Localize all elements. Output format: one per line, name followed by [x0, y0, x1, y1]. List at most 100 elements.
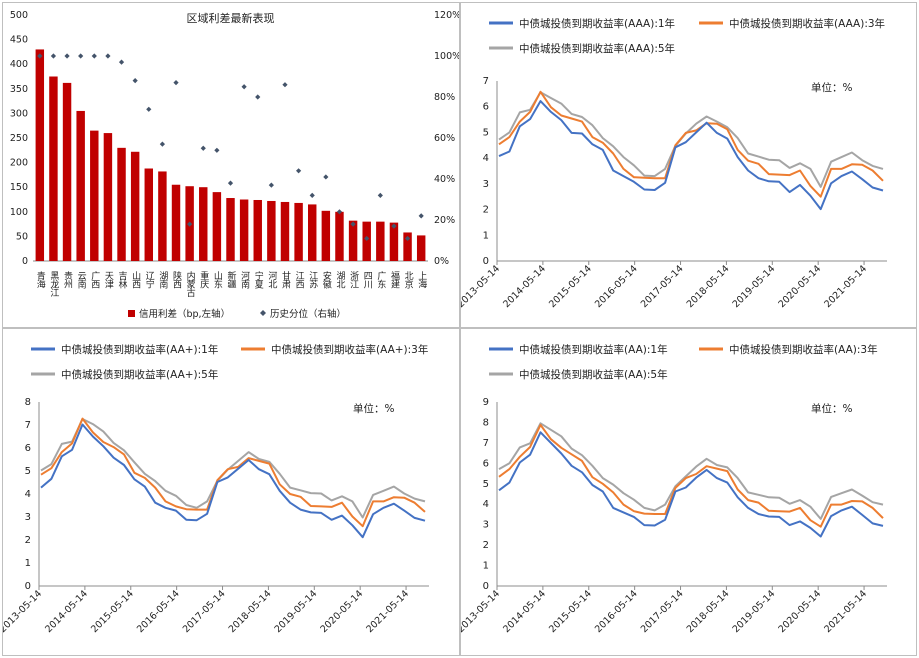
x-tick-label: 2016-05-14: [593, 588, 640, 635]
legend-label: 中债城投债到期收益率(AAA):3年: [729, 17, 885, 30]
x-tick-label: 2021-05-14: [364, 588, 411, 635]
bar: [335, 211, 344, 261]
legend-label: 中债城投债到期收益率(AAA):5年: [519, 42, 675, 55]
percentile-marker: [255, 94, 261, 100]
aaa-yield-panel: 中债城投债到期收益率(AAA):1年 中债城投债到期收益率(AAA):3年 中债城投…: [460, 2, 917, 328]
percentile-marker: [214, 147, 220, 153]
bar: [321, 210, 331, 261]
y-tick-label: 5: [483, 127, 489, 138]
bar-chart-panel: 区域利差最新表现 0 50 100 150 200 250 300 350 400 450 500 0%…: [2, 2, 460, 328]
percentile-marker: [227, 180, 234, 186]
series-line-1年: [498, 431, 884, 538]
x-tick-label: 2020-05-14: [776, 588, 823, 635]
x-category-label: 广东: [375, 270, 386, 289]
series-line-3年: [498, 90, 884, 198]
series-line-5年: [40, 418, 426, 519]
x-category-label: 河南: [239, 270, 250, 289]
y-tick-label: 0: [483, 256, 489, 267]
percentile-marker: [241, 84, 247, 90]
y-tick-label: 4: [483, 499, 489, 510]
x-category-label: 上海: [416, 271, 427, 290]
x-tick-label: 2019-05-14: [731, 588, 778, 635]
y-tick-label: 350: [10, 84, 28, 95]
y-tick-label: 100: [10, 207, 28, 218]
x-category-label: 河北: [266, 270, 277, 290]
x-category-label: 北京: [403, 271, 414, 290]
bar: [199, 187, 208, 261]
x-category-label: 宁夏: [253, 270, 264, 289]
x-tick-label: 2015-05-14: [89, 588, 136, 635]
x-category-label: 甘肃: [280, 270, 291, 290]
percentile-marker: [105, 53, 111, 59]
regional-spread-chart: 区域利差最新表现 0 50 100 150 200 250 300 350 400 450 500 0%…: [10, 10, 459, 320]
x-category-label: 天津: [103, 271, 114, 289]
legend-bar-label: 信用利差（bp,左轴）: [139, 308, 230, 320]
x-tick-label: 2017-05-14: [639, 263, 686, 310]
y-tick-label: 2: [483, 540, 489, 551]
x-category-label: 山西: [130, 271, 141, 290]
x-tick-label: 2013-05-14: [461, 263, 502, 310]
y2-tick-label: 60%: [434, 133, 455, 144]
x-category-label: 青海: [35, 270, 46, 290]
x-tick-label: 2018-05-14: [227, 588, 274, 635]
aa-yield-chart: 中债城投债到期收益率(AA):1年 中债城投债到期收益率(AA):3年中债城投债到…: [461, 343, 887, 635]
y-tick-label: 50: [16, 231, 28, 242]
series-line-5年: [498, 91, 884, 188]
y-tick-label: 3: [25, 512, 31, 523]
x-category-label: 湖南: [157, 271, 168, 289]
bar: [171, 184, 181, 261]
percentile-marker: [391, 223, 397, 229]
x-tick-label: 2015-05-14: [547, 263, 594, 310]
bar: [226, 198, 235, 261]
percentile-marker: [173, 80, 179, 86]
y-tick-label: 8: [25, 397, 31, 408]
y-tick-label: 2: [483, 205, 489, 216]
x-category-label: 江苏: [307, 271, 318, 290]
x-tick-label: 2017-05-14: [181, 588, 228, 635]
x-tick-label: 2019-05-14: [731, 263, 778, 310]
x-category-label: 重庆: [198, 270, 209, 290]
chart-title: 区域利差最新表现: [187, 11, 275, 25]
percentile-marker: [323, 174, 329, 180]
percentile-marker: [200, 145, 206, 151]
bar: [76, 110, 85, 261]
x-tick-label: 2018-05-14: [685, 263, 732, 310]
legend-diamond-label: 历史分位（右轴）: [270, 308, 346, 320]
bar: [130, 151, 140, 261]
bar: [239, 199, 249, 261]
aaplus-yield-panel: 中债城投债到期收益率(AA+):1年 中债城投债到期收益率(AA+):3年 中债城投…: [2, 328, 460, 656]
y2-tick-label: 100%: [434, 51, 459, 62]
bar: [253, 199, 262, 261]
x-category-label: 吉林: [117, 271, 128, 290]
x-category-label: 广西: [89, 270, 100, 290]
x-category-label: 湖北: [334, 271, 345, 290]
bar: [267, 200, 276, 261]
x-category-label: 辽宁: [144, 271, 155, 289]
x-category-label: 安徽: [321, 270, 332, 290]
aaplus-yield-chart: 中债城投债到期收益率(AA+):1年 中债城投债到期收益率(AA+):3年中债城投…: [3, 343, 429, 635]
y-tick-label: 6: [483, 458, 489, 469]
percentile-marker: [187, 221, 193, 227]
bar: [389, 222, 399, 261]
percentile-marker: [418, 213, 424, 219]
bar: [35, 49, 45, 261]
y-tick-label: 5: [25, 466, 31, 477]
y-tick-label: 250: [10, 133, 28, 144]
y-tick-label: 200: [10, 158, 28, 169]
y-tick-label: 7: [483, 76, 489, 87]
bar: [62, 82, 72, 262]
x-tick-label: 2014-05-14: [501, 263, 548, 310]
bar: [308, 204, 317, 261]
bar: [212, 192, 222, 261]
y-tick-label: 4: [25, 489, 31, 500]
x-category-label: 江西: [294, 271, 305, 290]
x-category-label: 山东: [212, 271, 223, 289]
y-tick-label: 300: [10, 108, 28, 119]
y-tick-label: 5: [483, 479, 489, 490]
y-tick-label: 0: [25, 581, 31, 592]
y-tick-label: 150: [10, 182, 28, 193]
bar: [294, 202, 303, 261]
percentile-marker: [282, 82, 288, 88]
legend-label: 中债城投债到期收益率(AA+):1年: [61, 343, 218, 356]
bar: [416, 235, 426, 261]
